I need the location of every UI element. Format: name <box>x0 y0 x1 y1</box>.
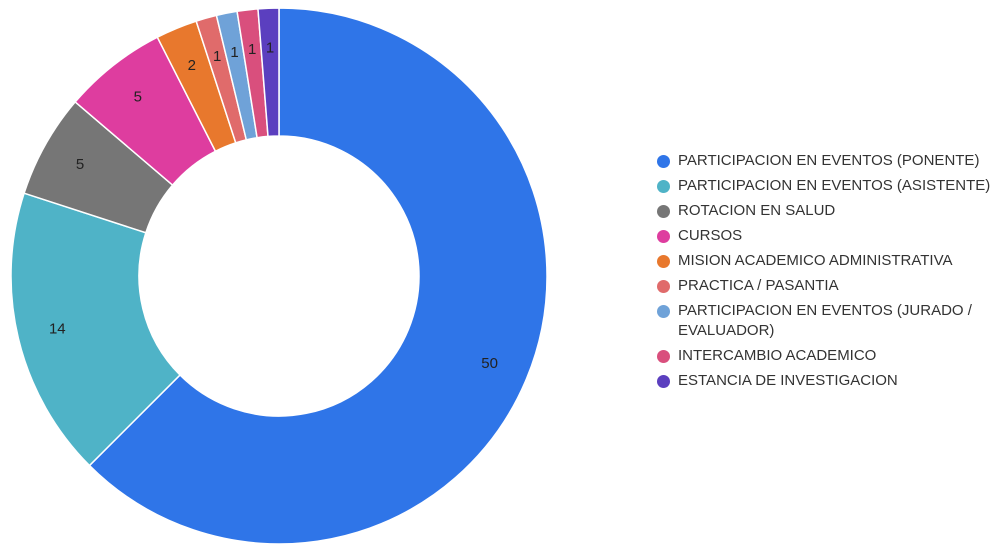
legend-label: PRACTICA / PASANTIA <box>678 277 839 294</box>
slice-participacion-en-eventos-asistente <box>10 192 182 467</box>
data-label-estancia-de-investigacion: 1 <box>266 40 274 57</box>
legend-swatch <box>657 375 670 388</box>
data-label-rotacion-en-salud: 5 <box>76 156 84 173</box>
chart-legend: PARTICIPACION EN EVENTOS (PONENTE) PARTIC… <box>657 151 997 396</box>
legend-label: ROTACION EN SALUD <box>678 202 836 219</box>
legend-swatch <box>657 205 670 218</box>
legend-item-participacion-en-eventos-jurado-evaluador: PARTICIPACION EN EVENTOS (JURADO / EVALU… <box>657 301 997 341</box>
legend-swatch <box>657 230 670 243</box>
legend-label: PARTICIPACION EN EVENTOS (PONENTE) <box>678 152 980 169</box>
legend-swatch <box>657 255 670 268</box>
data-label-cursos: 5 <box>134 88 142 105</box>
slice-participacion-en-eventos-ponente <box>88 7 548 544</box>
legend-item-cursos: CURSOS <box>657 226 997 246</box>
legend-swatch <box>657 280 670 293</box>
legend-item-practica-pasantia: PRACTICA / PASANTIA <box>657 276 997 296</box>
donut-slices <box>10 7 548 544</box>
data-label-intercambio-academico: 1 <box>248 41 256 58</box>
legend-label: CURSOS <box>678 227 743 244</box>
legend-swatch <box>657 180 670 193</box>
legend-item-mision-academico-administrativa: MISION ACADEMICO ADMINISTRATIVA <box>657 251 997 271</box>
slice-estancia-de-investigacion <box>257 7 280 138</box>
legend-item-participacion-en-eventos-asistente: PARTICIPACION EN EVENTOS (ASISTENTE) <box>657 176 997 196</box>
legend-label: PARTICIPACION EN EVENTOS (ASISTENTE) <box>678 177 991 194</box>
data-label-participacion-en-eventos-asistente: 14 <box>49 321 66 338</box>
legend-item-participacion-en-eventos-ponente: PARTICIPACION EN EVENTOS (PONENTE) <box>657 151 997 171</box>
data-label-mision-academico-administrativa: 2 <box>188 57 196 74</box>
legend-swatch <box>657 350 670 363</box>
legend-label: MISION ACADEMICO ADMINISTRATIVA <box>678 252 953 269</box>
legend-item-estancia-de-investigacion: ESTANCIA DE INVESTIGACION <box>657 371 997 391</box>
legend-item-intercambio-academico: INTERCAMBIO ACADEMICO <box>657 346 997 366</box>
legend-label: PARTICIPACION EN EVENTOS (JURADO / EVALU… <box>678 302 972 339</box>
legend-label: ESTANCIA DE INVESTIGACION <box>678 372 898 389</box>
legend-item-rotacion-en-salud: ROTACION EN SALUD <box>657 201 997 221</box>
data-label-participacion-en-eventos-ponente: 50 <box>481 355 498 372</box>
data-label-participacion-en-eventos-jurado-evaluador: 1 <box>230 44 238 61</box>
legend-swatch <box>657 155 670 168</box>
legend-label: INTERCAMBIO ACADEMICO <box>678 347 877 364</box>
data-label-practica-pasantia: 1 <box>213 48 221 65</box>
legend-swatch <box>657 305 670 318</box>
